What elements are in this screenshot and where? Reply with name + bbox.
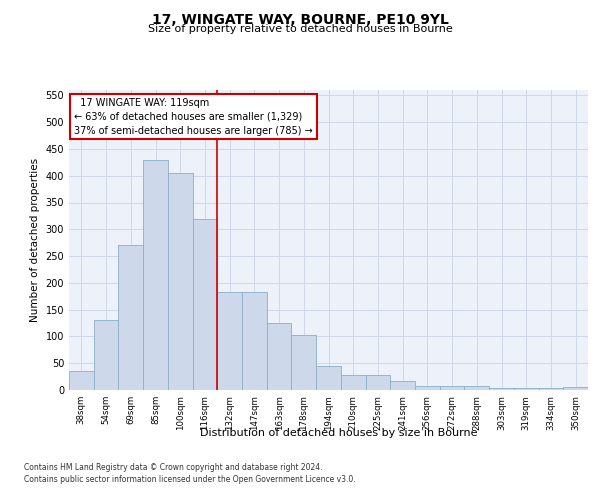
Bar — [489, 388, 514, 390]
Text: Contains public sector information licensed under the Open Government Licence v3: Contains public sector information licen… — [24, 475, 356, 484]
Y-axis label: Number of detached properties: Number of detached properties — [30, 158, 40, 322]
Bar — [440, 386, 464, 390]
Text: Size of property relative to detached houses in Bourne: Size of property relative to detached ho… — [148, 24, 452, 34]
Bar — [193, 218, 217, 390]
Text: 17 WINGATE WAY: 119sqm  
← 63% of detached houses are smaller (1,329)
37% of sem: 17 WINGATE WAY: 119sqm ← 63% of detached… — [74, 98, 313, 136]
Bar — [563, 387, 588, 390]
Bar — [365, 375, 390, 390]
Bar — [292, 335, 316, 390]
Bar — [539, 388, 563, 390]
Bar — [415, 386, 440, 390]
Bar — [118, 246, 143, 390]
Bar — [94, 320, 118, 390]
Bar — [464, 386, 489, 390]
Text: Distribution of detached houses by size in Bourne: Distribution of detached houses by size … — [200, 428, 478, 438]
Bar — [242, 292, 267, 390]
Bar — [217, 292, 242, 390]
Text: 17, WINGATE WAY, BOURNE, PE10 9YL: 17, WINGATE WAY, BOURNE, PE10 9YL — [152, 12, 448, 26]
Bar — [69, 371, 94, 390]
Bar — [316, 366, 341, 390]
Bar — [143, 160, 168, 390]
Bar — [390, 382, 415, 390]
Bar — [168, 173, 193, 390]
Bar — [341, 375, 365, 390]
Text: Contains HM Land Registry data © Crown copyright and database right 2024.: Contains HM Land Registry data © Crown c… — [24, 462, 323, 471]
Bar — [267, 323, 292, 390]
Bar — [514, 388, 539, 390]
